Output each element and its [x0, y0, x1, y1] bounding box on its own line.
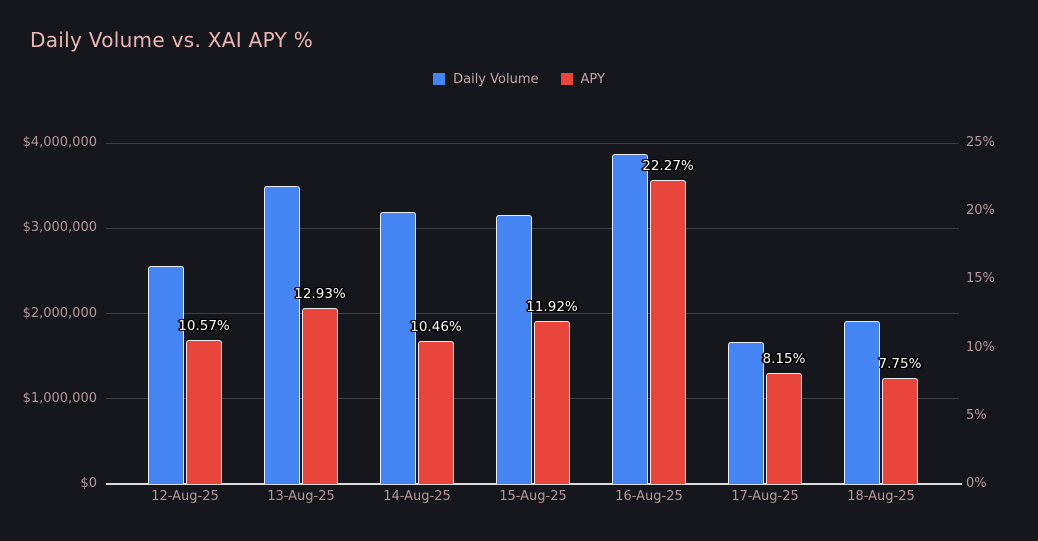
x-axis-label: 17-Aug-25 — [731, 489, 799, 504]
apy-value-label: 22.27% — [642, 158, 694, 175]
y-axis-right-tick: 5% — [966, 407, 987, 423]
chart-title: Daily Volume vs. XAI APY % — [30, 28, 313, 52]
y-axis-right-tick: 0% — [966, 476, 987, 491]
legend-swatch-daily-volume-icon — [433, 73, 446, 85]
y-axis-left-tick: $4,000,000 — [22, 135, 97, 150]
y-axis-left-tick: $3,000,000 — [22, 220, 97, 236]
apy-value-label: 11.92% — [526, 299, 578, 316]
bar-apy-16-Aug-25[interactable] — [650, 180, 686, 484]
y-axis-right-tick: 25% — [966, 135, 995, 150]
x-axis-line — [106, 483, 962, 485]
x-axis-label: 18-Aug-25 — [847, 489, 915, 504]
bar-apy-14-Aug-25[interactable] — [418, 341, 454, 484]
x-axis-label: 13-Aug-25 — [267, 489, 335, 504]
y-axis-right-tick: 20% — [966, 203, 995, 219]
y-axis-left-tick: $2,000,000 — [22, 305, 97, 321]
bar-apy-12-Aug-25[interactable] — [186, 339, 222, 484]
gridline — [106, 313, 959, 314]
apy-value-label: 10.46% — [410, 319, 462, 336]
x-axis-label: 12-Aug-25 — [151, 489, 219, 504]
bar-daily-volume-12-Aug-25[interactable] — [148, 265, 184, 484]
x-axis-label: 15-Aug-25 — [499, 489, 567, 504]
y-axis-left-tick: $0 — [80, 476, 97, 491]
apy-value-label: 7.75% — [878, 356, 922, 373]
y-axis-left-tick: $1,000,000 — [22, 390, 97, 406]
gridline — [106, 227, 959, 229]
gridline — [106, 398, 959, 400]
bar-daily-volume-16-Aug-25[interactable] — [612, 154, 648, 484]
y-axis-right-tick: 15% — [966, 271, 995, 287]
bar-daily-volume-15-Aug-25[interactable] — [496, 215, 532, 484]
legend-label-apy: APY — [580, 71, 605, 87]
bar-daily-volume-14-Aug-25[interactable] — [380, 212, 416, 484]
bar-daily-volume-13-Aug-25[interactable] — [264, 185, 300, 484]
bar-apy-17-Aug-25[interactable] — [766, 372, 802, 484]
x-axis-label: 16-Aug-25 — [615, 489, 683, 504]
gridline — [106, 142, 959, 144]
legend-item-apy[interactable]: APY — [560, 71, 605, 87]
y-axis-right-tick: 10% — [966, 339, 995, 355]
apy-value-label: 10.57% — [178, 317, 230, 334]
bar-apy-13-Aug-25[interactable] — [302, 307, 338, 484]
legend-label-daily-volume: Daily Volume — [453, 71, 539, 87]
apy-value-label: 12.93% — [294, 285, 346, 302]
bar-daily-volume-18-Aug-25[interactable] — [844, 321, 880, 484]
x-axis-label: 14-Aug-25 — [383, 489, 451, 504]
bar-apy-18-Aug-25[interactable] — [882, 378, 918, 484]
chart-legend: Daily Volume APY — [0, 70, 1038, 88]
bar-apy-15-Aug-25[interactable] — [534, 321, 570, 484]
apy-value-label: 8.15% — [762, 350, 806, 367]
bar-daily-volume-17-Aug-25[interactable] — [728, 342, 764, 484]
legend-item-daily-volume[interactable]: Daily Volume — [433, 71, 539, 87]
legend-swatch-apy-icon — [560, 73, 573, 85]
